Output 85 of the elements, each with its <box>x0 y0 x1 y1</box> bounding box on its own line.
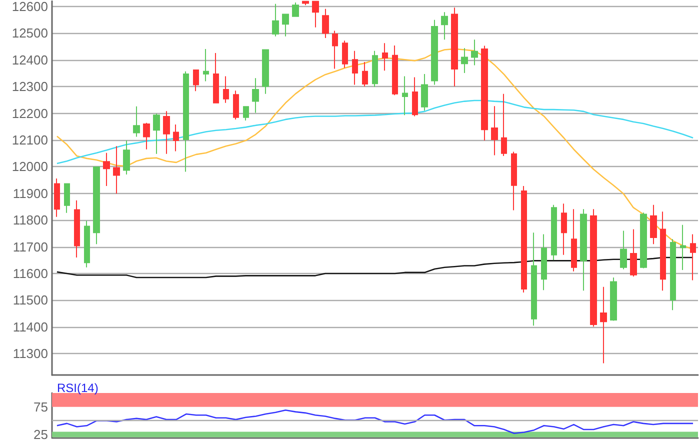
y-tick-label: 75 <box>34 399 48 414</box>
candlestick <box>133 106 140 138</box>
line-series <box>56 100 694 164</box>
y-tick-label: 25 <box>34 427 48 441</box>
candlestick <box>551 204 557 261</box>
candlestick <box>183 70 189 172</box>
candlestick <box>690 234 696 281</box>
chart-title: RSI(14) <box>57 381 98 395</box>
y-tick-label: 11900 <box>12 186 48 201</box>
y-tick-label: 12100 <box>12 132 48 148</box>
candlestick <box>193 70 199 92</box>
candlestick <box>223 76 229 104</box>
candlestick <box>123 140 130 175</box>
candlestick <box>342 40 348 68</box>
candlestick <box>650 204 657 245</box>
candlestick <box>322 8 329 39</box>
candlestick <box>362 62 368 87</box>
candlestick <box>501 93 507 157</box>
candlestick <box>352 50 358 86</box>
candlestick <box>372 50 378 88</box>
candlestick <box>531 232 537 326</box>
candlestick <box>64 183 70 214</box>
candlestick <box>451 7 458 87</box>
candlestick <box>74 200 80 258</box>
candlestick <box>262 49 269 94</box>
candlestick <box>431 19 438 86</box>
y-tick-label: 12400 <box>12 52 48 68</box>
candlestick <box>113 146 120 194</box>
y-tick-label: 11800 <box>12 212 48 228</box>
y-tick-label: 11700 <box>12 239 48 254</box>
candlestick <box>252 78 259 114</box>
candlestick <box>571 208 577 272</box>
candlestick <box>312 0 319 28</box>
candlestick <box>272 3 279 37</box>
candlestick <box>610 277 617 322</box>
y-tick-label: 12000 <box>12 159 48 174</box>
candlestick <box>620 230 627 270</box>
candlestick <box>630 228 637 277</box>
candlestick <box>382 42 388 72</box>
candlestick <box>481 45 488 142</box>
candlestick <box>302 0 309 6</box>
candlestick <box>561 203 567 256</box>
y-tick-label: 11400 <box>12 319 48 334</box>
line-series <box>56 256 694 278</box>
candlestick <box>332 30 338 70</box>
y-tick-label: 11500 <box>12 292 48 308</box>
candlestick <box>421 74 428 112</box>
candlestick <box>541 234 547 291</box>
candlestick <box>163 110 170 154</box>
candlestick <box>521 185 527 293</box>
candlestick <box>590 208 597 328</box>
y-tick-label: 11300 <box>12 346 48 362</box>
candlestick <box>640 212 647 269</box>
candlestick <box>670 238 676 311</box>
y-tick-label: 12200 <box>12 106 48 121</box>
candlestick <box>103 152 110 186</box>
candlestick <box>471 39 478 66</box>
candlestick <box>173 124 179 152</box>
candlestick <box>491 106 498 156</box>
candlestick <box>600 286 607 364</box>
candlestick <box>233 90 239 120</box>
candlestick <box>93 166 100 245</box>
candlestick <box>84 220 90 268</box>
candlestick <box>282 14 289 37</box>
candlestick <box>461 48 468 74</box>
candlestick <box>243 106 249 122</box>
y-tick-label: 12300 <box>12 79 48 94</box>
y-tick-label: 12500 <box>12 26 48 41</box>
candlestick <box>213 52 219 104</box>
candlestick <box>392 44 398 96</box>
candlestick <box>402 76 408 116</box>
candlestick <box>292 2 299 17</box>
candlestick <box>203 48 209 82</box>
candlestick <box>441 12 448 40</box>
candlestick <box>680 224 686 271</box>
candlestick <box>412 76 418 117</box>
candlestick <box>511 151 517 211</box>
line-series <box>56 410 694 434</box>
y-tick-label: 11600 <box>12 266 48 282</box>
candlestick <box>580 208 587 292</box>
candlestick <box>660 211 666 292</box>
candlestick <box>153 113 160 154</box>
y-tick-label: 12600 <box>12 0 48 14</box>
candlestick <box>54 178 60 218</box>
candlestick <box>143 122 150 150</box>
